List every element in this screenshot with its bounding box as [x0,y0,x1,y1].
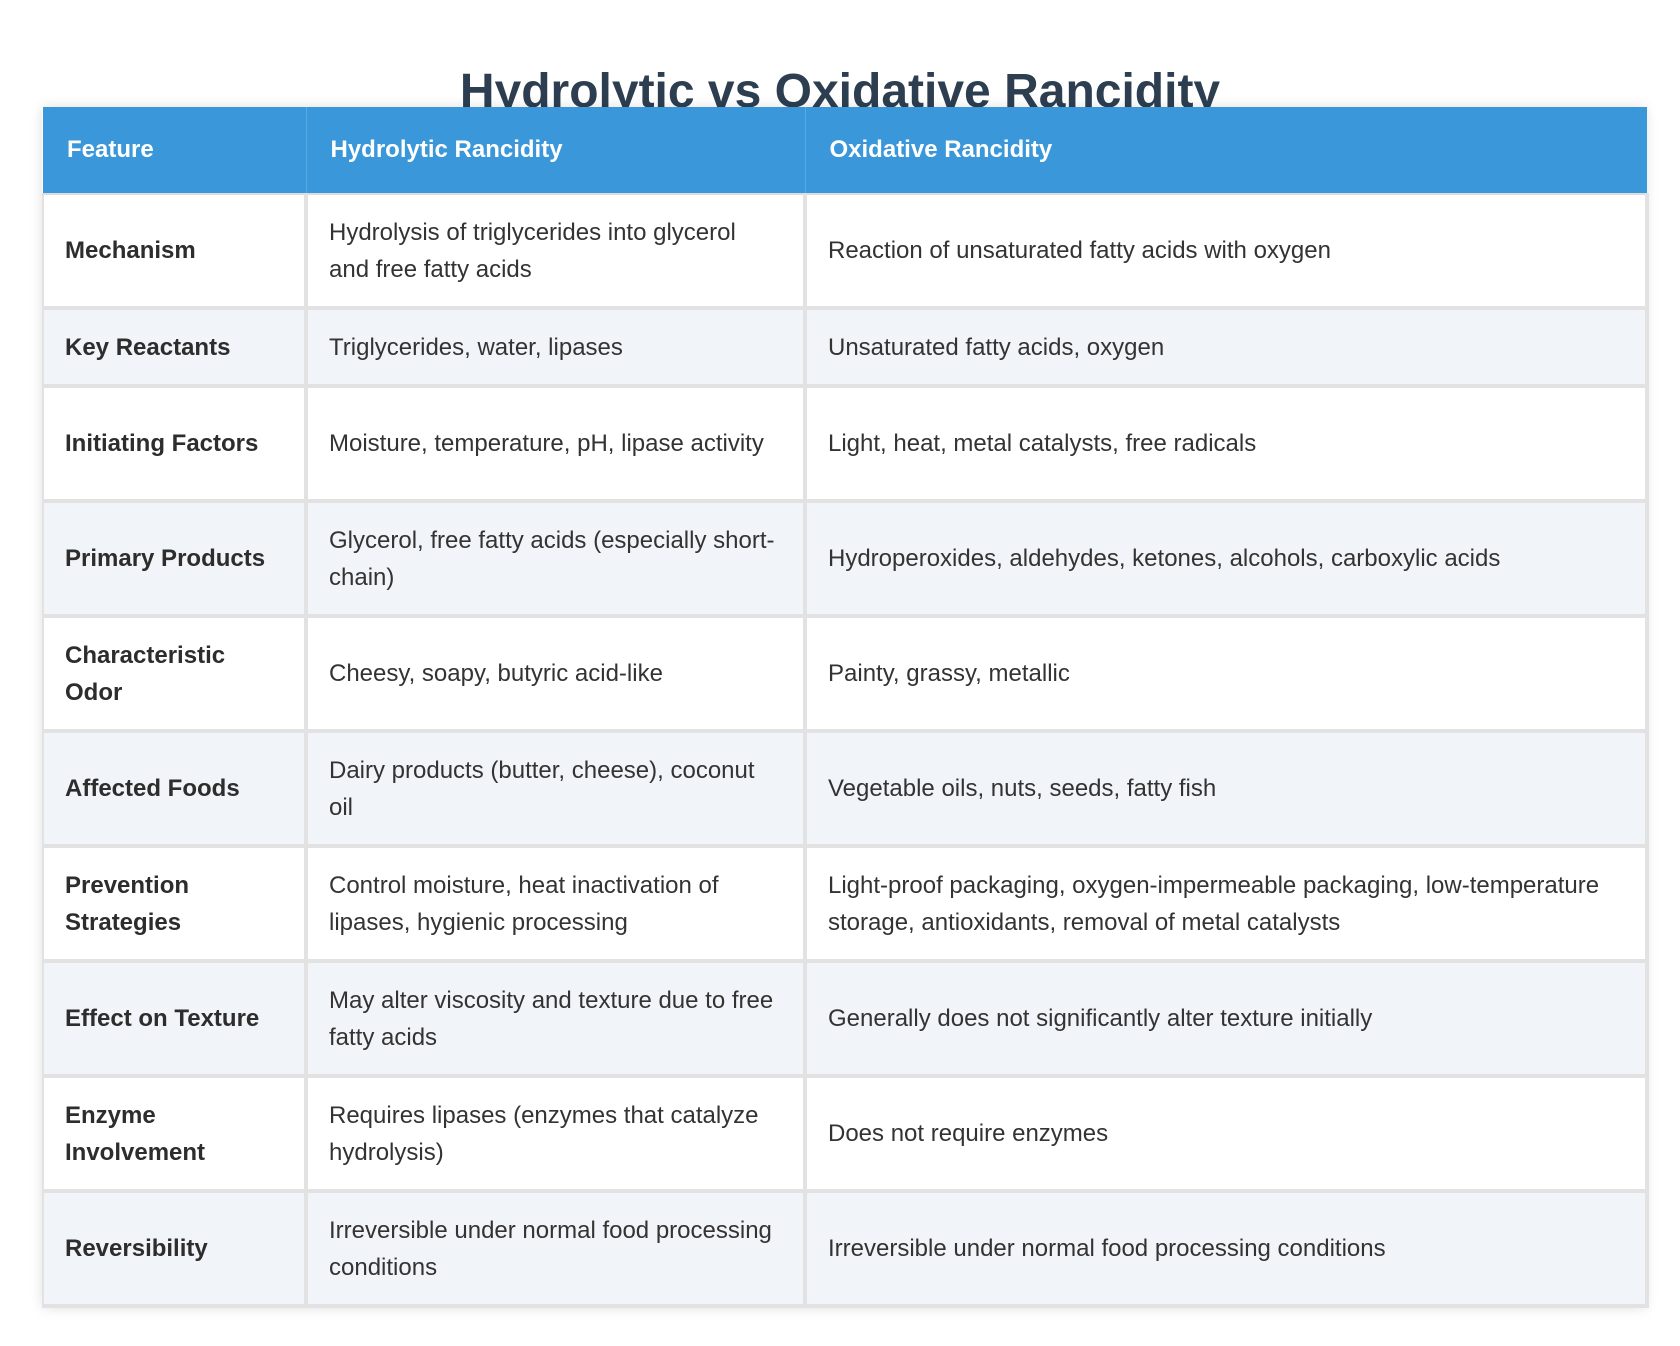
table-row: Reversibility Irreversible under normal … [42,1191,1649,1308]
oxidative-cell: Hydroperoxides, aldehydes, ketones, alco… [804,501,1649,618]
oxidative-cell: Unsaturated fatty acids, oxygen [804,308,1649,388]
hydrolytic-cell: Requires lipases (enzymes that catalyze … [305,1076,807,1193]
hydrolytic-cell: Irreversible under normal food processin… [305,1191,807,1308]
hydrolytic-cell: Cheesy, soapy, butyric acid-like [305,616,807,733]
table-row: Affected Foods Dairy products (butter, c… [42,731,1649,848]
table-body: Mechanism Hydrolysis of triglycerides in… [42,194,1649,1308]
oxidative-cell: Light-proof packaging, oxygen-impermeabl… [804,846,1649,963]
table-row: Enzyme Involvement Requires lipases (enz… [42,1076,1649,1193]
table-row: Initiating Factors Moisture, temperature… [42,386,1649,503]
table-row: Mechanism Hydrolysis of triglycerides in… [42,194,1649,310]
feature-cell: Prevention Strategies [42,846,308,963]
hydrolytic-cell: Hydrolysis of triglycerides into glycero… [305,194,807,310]
table-row: Primary Products Glycerol, free fatty ac… [42,501,1649,618]
table-header: Feature Hydrolytic Rancidity Oxidative R… [43,107,1647,195]
feature-cell: Initiating Factors [42,386,308,503]
oxidative-cell: Painty, grassy, metallic [804,616,1649,733]
feature-cell: Key Reactants [42,308,308,388]
table-row: Prevention Strategies Control moisture, … [42,846,1649,963]
feature-cell: Enzyme Involvement [42,1076,308,1193]
feature-cell: Primary Products [42,501,308,618]
header-row: Feature Hydrolytic Rancidity Oxidative R… [43,107,1647,195]
feature-cell: Characteristic Odor [42,616,308,733]
table-row: Characteristic Odor Cheesy, soapy, butyr… [42,616,1649,733]
oxidative-cell: Vegetable oils, nuts, seeds, fatty fish [804,731,1649,848]
comparison-table: Feature Hydrolytic Rancidity Oxidative R… [42,107,1649,1308]
hydrolytic-cell: May alter viscosity and texture due to f… [305,961,807,1078]
header-hydrolytic: Hydrolytic Rancidity [306,107,806,195]
oxidative-cell: Reaction of unsaturated fatty acids with… [804,194,1649,310]
feature-cell: Effect on Texture [42,961,308,1078]
table-row: Effect on Texture May alter viscosity an… [42,961,1649,1078]
hydrolytic-cell: Triglycerides, water, lipases [305,308,807,388]
feature-cell: Reversibility [42,1191,308,1308]
oxidative-cell: Does not require enzymes [804,1076,1649,1193]
hydrolytic-cell: Dairy products (butter, cheese), coconut… [305,731,807,848]
table-row: Key Reactants Triglycerides, water, lipa… [42,308,1649,388]
hydrolytic-cell: Control moisture, heat inactivation of l… [305,846,807,963]
header-feature: Feature [43,107,307,195]
oxidative-cell: Light, heat, metal catalysts, free radic… [804,386,1649,503]
header-oxidative: Oxidative Rancidity [805,107,1647,195]
hydrolytic-cell: Moisture, temperature, pH, lipase activi… [305,386,807,503]
oxidative-cell: Generally does not significantly alter t… [804,961,1649,1078]
feature-cell: Mechanism [42,194,308,310]
hydrolytic-cell: Glycerol, free fatty acids (especially s… [305,501,807,618]
comparison-table-container: Feature Hydrolytic Rancidity Oxidative R… [42,107,1649,1308]
oxidative-cell: Irreversible under normal food processin… [804,1191,1649,1308]
feature-cell: Affected Foods [42,731,308,848]
